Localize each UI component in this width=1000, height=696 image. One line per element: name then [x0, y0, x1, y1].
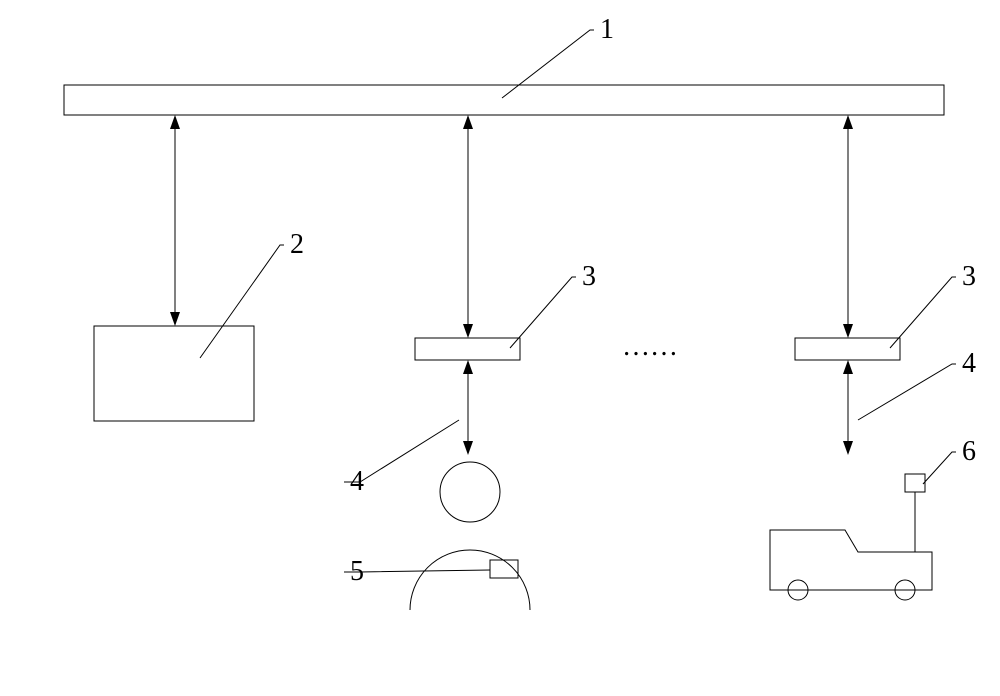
callout-2: 2 — [200, 229, 304, 358]
callout-6: 6 — [923, 436, 976, 484]
callout-label: 4 — [350, 466, 364, 497]
double-arrow — [843, 360, 853, 455]
callout-label: 5 — [350, 556, 364, 587]
block-3-left — [415, 338, 520, 360]
callout-label: 2 — [290, 229, 304, 260]
schematic-diagram: …… 1 2 3 3 4 4 5 6 — [0, 0, 1000, 696]
callout-3a: 3 — [510, 261, 596, 348]
ellipsis: …… — [622, 331, 678, 362]
block-3-right — [795, 338, 900, 360]
callout-3b: 3 — [890, 261, 976, 348]
double-arrow — [463, 360, 473, 455]
vehicle-icon — [770, 474, 932, 600]
callouts: 1 2 3 3 4 4 5 6 — [200, 14, 976, 587]
person-icon — [410, 462, 530, 610]
callout-label: 3 — [582, 261, 596, 292]
callout-label: 1 — [600, 14, 614, 45]
callout-4a: 4 — [344, 420, 459, 497]
block-2 — [94, 326, 254, 421]
block-1-top-bar — [64, 85, 944, 115]
callout-4b: 4 — [858, 348, 976, 420]
callout-label: 3 — [962, 261, 976, 292]
double-arrow — [463, 115, 473, 338]
double-arrows — [170, 115, 853, 455]
double-arrow — [170, 115, 180, 326]
double-arrow — [843, 115, 853, 338]
callout-label: 4 — [962, 348, 976, 379]
callout-label: 6 — [962, 436, 976, 467]
